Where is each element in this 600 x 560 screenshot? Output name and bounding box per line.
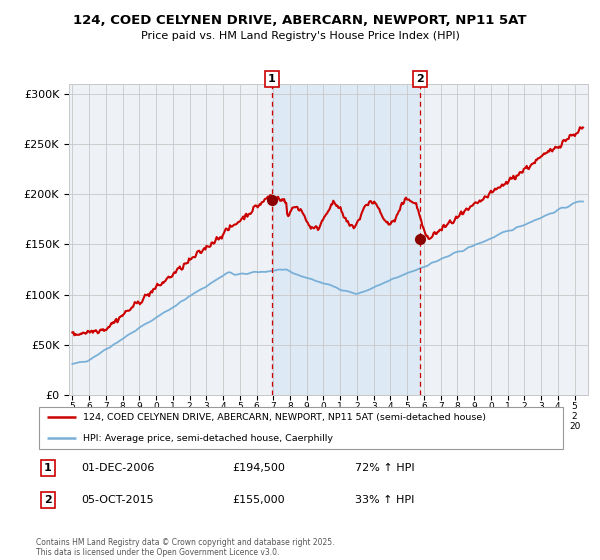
Text: 1: 1 [44, 463, 52, 473]
Text: 01-DEC-2006: 01-DEC-2006 [81, 463, 155, 473]
Text: 2: 2 [44, 495, 52, 505]
Text: 05-OCT-2015: 05-OCT-2015 [81, 495, 154, 505]
Text: Contains HM Land Registry data © Crown copyright and database right 2025.
This d: Contains HM Land Registry data © Crown c… [36, 538, 335, 557]
Text: £194,500: £194,500 [232, 463, 286, 473]
Text: £155,000: £155,000 [232, 495, 285, 505]
FancyBboxPatch shape [38, 407, 563, 449]
Text: HPI: Average price, semi-detached house, Caerphilly: HPI: Average price, semi-detached house,… [83, 435, 333, 444]
Bar [272, 84, 420, 395]
Text: 33% ↑ HPI: 33% ↑ HPI [355, 495, 414, 505]
Text: 1: 1 [268, 74, 276, 84]
Text: 124, COED CELYNEN DRIVE, ABERCARN, NEWPORT, NP11 5AT: 124, COED CELYNEN DRIVE, ABERCARN, NEWPO… [73, 14, 527, 27]
Text: Price paid vs. HM Land Registry's House Price Index (HPI): Price paid vs. HM Land Registry's House … [140, 31, 460, 41]
Text: 2: 2 [416, 74, 424, 84]
Text: 124, COED CELYNEN DRIVE, ABERCARN, NEWPORT, NP11 5AT (semi-detached house): 124, COED CELYNEN DRIVE, ABERCARN, NEWPO… [83, 413, 486, 422]
Text: 72% ↑ HPI: 72% ↑ HPI [355, 463, 414, 473]
